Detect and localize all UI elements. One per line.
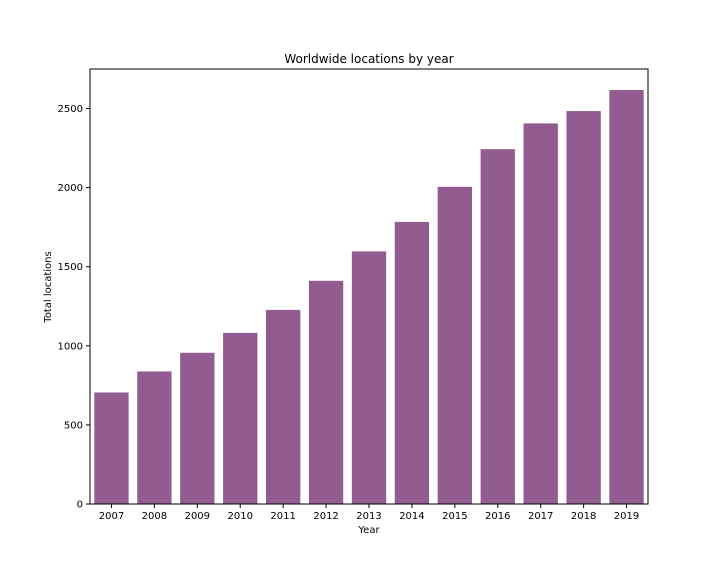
bar-2019 [609,90,644,504]
y-tick-label: 1000 [58,341,83,352]
x-tick-label: 2019 [614,511,639,522]
bar-2009 [180,352,215,504]
y-tick-label: 2000 [58,183,83,194]
bar-2016 [480,149,515,504]
x-tick-label: 2009 [185,511,210,522]
bar-2011 [265,309,301,504]
bar-2010 [223,332,258,504]
x-tick-label: 2012 [313,511,338,522]
y-tick-label: 1500 [58,262,83,273]
plot-frame [89,68,649,505]
x-tick-label: 2010 [228,511,253,522]
y-tick-label: 500 [64,420,83,431]
x-tick-label: 2013 [356,511,381,522]
bar-2015 [437,186,473,504]
bar-2017 [523,123,558,504]
y-axis-label: Total locations [43,251,54,323]
chart-title: Worldwide locations by year [284,52,453,66]
x-tick-label: 2011 [270,511,295,522]
bar-2007 [94,392,129,504]
x-tick-label: 2008 [142,511,167,522]
bar-2008 [137,371,172,504]
bars-group [94,90,644,504]
y-axis-ticks: 0 500 1000 1500 2000 2500 [58,104,90,511]
x-tick-label: 2014 [399,511,424,522]
x-tick-label: 2007 [99,511,124,522]
x-tick-label: 2017 [528,511,553,522]
x-tick-label: 2016 [485,511,510,522]
bar-2018 [566,111,601,504]
bar-2014 [394,221,430,504]
x-axis-label: Year [357,525,380,536]
y-tick-label: 2500 [58,104,83,115]
bar-2013 [351,251,387,504]
x-tick-label: 2018 [571,511,596,522]
x-tick-label: 2015 [442,511,467,522]
bar-2012 [308,280,344,504]
y-tick-label: 0 [77,500,83,511]
x-axis-ticks: 2007 2008 2009 2010 2011 2012 2013 2014 2015 2016… [99,504,639,522]
